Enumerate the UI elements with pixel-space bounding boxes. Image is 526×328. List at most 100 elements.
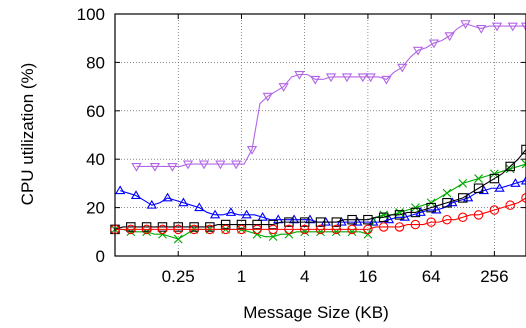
x-tick-label: 64 <box>422 267 441 286</box>
series-layer <box>110 20 526 244</box>
data-point <box>458 193 468 203</box>
data-point <box>505 200 515 210</box>
data-point <box>278 83 289 92</box>
data-point <box>347 224 357 235</box>
data-point <box>505 164 515 174</box>
series-3 <box>110 159 526 244</box>
data-point <box>146 199 157 209</box>
data-point <box>489 205 500 215</box>
series-4 <box>110 144 526 235</box>
y-tick-label: 0 <box>96 247 105 266</box>
data-point <box>215 160 226 170</box>
data-point <box>189 222 199 232</box>
series-line <box>114 149 526 230</box>
data-point <box>126 224 136 235</box>
data-point <box>288 214 300 224</box>
x-tick-label: 4 <box>300 267 309 286</box>
series-line <box>136 23 526 168</box>
data-point <box>363 229 373 239</box>
data-point <box>458 179 468 188</box>
data-point <box>252 229 262 239</box>
data-point <box>394 222 405 232</box>
data-point <box>268 232 278 242</box>
data-point <box>268 219 278 230</box>
data-point <box>478 185 489 195</box>
data-point <box>347 214 357 225</box>
data-point <box>225 207 237 216</box>
data-point <box>520 22 526 32</box>
data-point <box>194 202 205 212</box>
data-point <box>325 73 337 83</box>
data-point <box>412 46 424 56</box>
y-tick-label: 20 <box>86 199 105 218</box>
data-point <box>241 209 252 219</box>
data-point <box>205 224 215 235</box>
data-point <box>304 214 316 224</box>
y-tick-label: 80 <box>86 53 105 72</box>
data-point <box>397 63 408 73</box>
data-point <box>236 219 247 230</box>
series-line <box>115 163 526 240</box>
data-point <box>410 219 421 230</box>
y-tick-label: 100 <box>77 5 105 24</box>
data-point <box>521 159 526 169</box>
data-point <box>220 219 231 230</box>
data-point <box>428 39 440 49</box>
data-point <box>173 222 183 232</box>
data-point <box>442 214 452 225</box>
x-tick-label: 16 <box>358 267 377 286</box>
data-point <box>315 224 326 235</box>
x-tick-label: 256 <box>480 267 508 286</box>
data-point <box>378 222 389 232</box>
data-point <box>162 192 173 202</box>
data-point <box>310 75 321 85</box>
data-point <box>189 224 199 235</box>
data-point <box>157 224 168 235</box>
data-point <box>473 183 484 193</box>
data-point <box>394 210 405 220</box>
data-point <box>357 73 368 83</box>
data-point <box>399 211 410 221</box>
data-point <box>209 209 221 219</box>
data-point <box>331 224 342 235</box>
data-point <box>363 214 373 225</box>
data-point <box>442 188 452 198</box>
data-point <box>365 73 376 83</box>
data-point <box>411 203 420 212</box>
data-point <box>141 222 152 232</box>
data-point <box>173 224 183 235</box>
data-point <box>315 217 326 227</box>
data-point <box>299 217 310 227</box>
data-point <box>284 229 294 239</box>
data-point <box>426 202 436 213</box>
data-point <box>474 174 483 183</box>
data-point <box>460 20 471 29</box>
data-point <box>230 160 242 170</box>
data-point <box>115 185 126 195</box>
series-5 <box>110 193 526 235</box>
series-line <box>115 197 526 230</box>
data-point <box>198 160 210 170</box>
data-point <box>284 217 294 227</box>
x-axis-label: Message Size (KB) <box>243 303 389 322</box>
grid-lines <box>115 14 526 256</box>
data-point <box>458 212 468 223</box>
axis-ticks: 0 20 40 60 80 100 0.25 1 4 16 64 256 <box>77 5 526 286</box>
x-tick-label: 0.25 <box>162 267 195 286</box>
data-point <box>473 210 484 220</box>
data-point <box>220 224 231 235</box>
data-point <box>494 182 505 192</box>
data-point <box>252 219 262 230</box>
data-point <box>299 224 310 235</box>
data-point <box>126 222 136 232</box>
data-point <box>205 222 215 232</box>
data-point <box>368 216 379 226</box>
data-point <box>341 73 353 83</box>
plot-frame <box>114 13 526 257</box>
data-point <box>320 216 331 226</box>
data-point <box>178 197 189 207</box>
data-point <box>262 92 273 102</box>
data-point <box>489 173 500 184</box>
data-point <box>426 198 436 208</box>
